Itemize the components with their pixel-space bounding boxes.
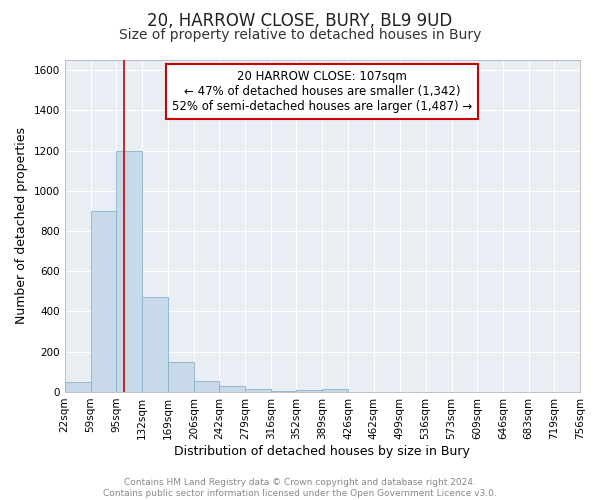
Bar <box>219 386 245 392</box>
Bar <box>142 298 168 392</box>
X-axis label: Distribution of detached houses by size in Bury: Distribution of detached houses by size … <box>175 444 470 458</box>
Bar <box>245 389 271 392</box>
Bar <box>194 381 219 392</box>
Bar <box>91 211 116 392</box>
Bar <box>296 390 322 392</box>
Bar <box>168 362 194 392</box>
Text: Contains HM Land Registry data © Crown copyright and database right 2024.
Contai: Contains HM Land Registry data © Crown c… <box>103 478 497 498</box>
Bar <box>322 389 349 392</box>
Bar <box>65 382 91 392</box>
Text: 20, HARROW CLOSE, BURY, BL9 9UD: 20, HARROW CLOSE, BURY, BL9 9UD <box>148 12 452 30</box>
Bar <box>116 150 142 392</box>
Text: 20 HARROW CLOSE: 107sqm
← 47% of detached houses are smaller (1,342)
52% of semi: 20 HARROW CLOSE: 107sqm ← 47% of detache… <box>172 70 472 113</box>
Bar <box>271 391 296 392</box>
Y-axis label: Number of detached properties: Number of detached properties <box>15 128 28 324</box>
Text: Size of property relative to detached houses in Bury: Size of property relative to detached ho… <box>119 28 481 42</box>
